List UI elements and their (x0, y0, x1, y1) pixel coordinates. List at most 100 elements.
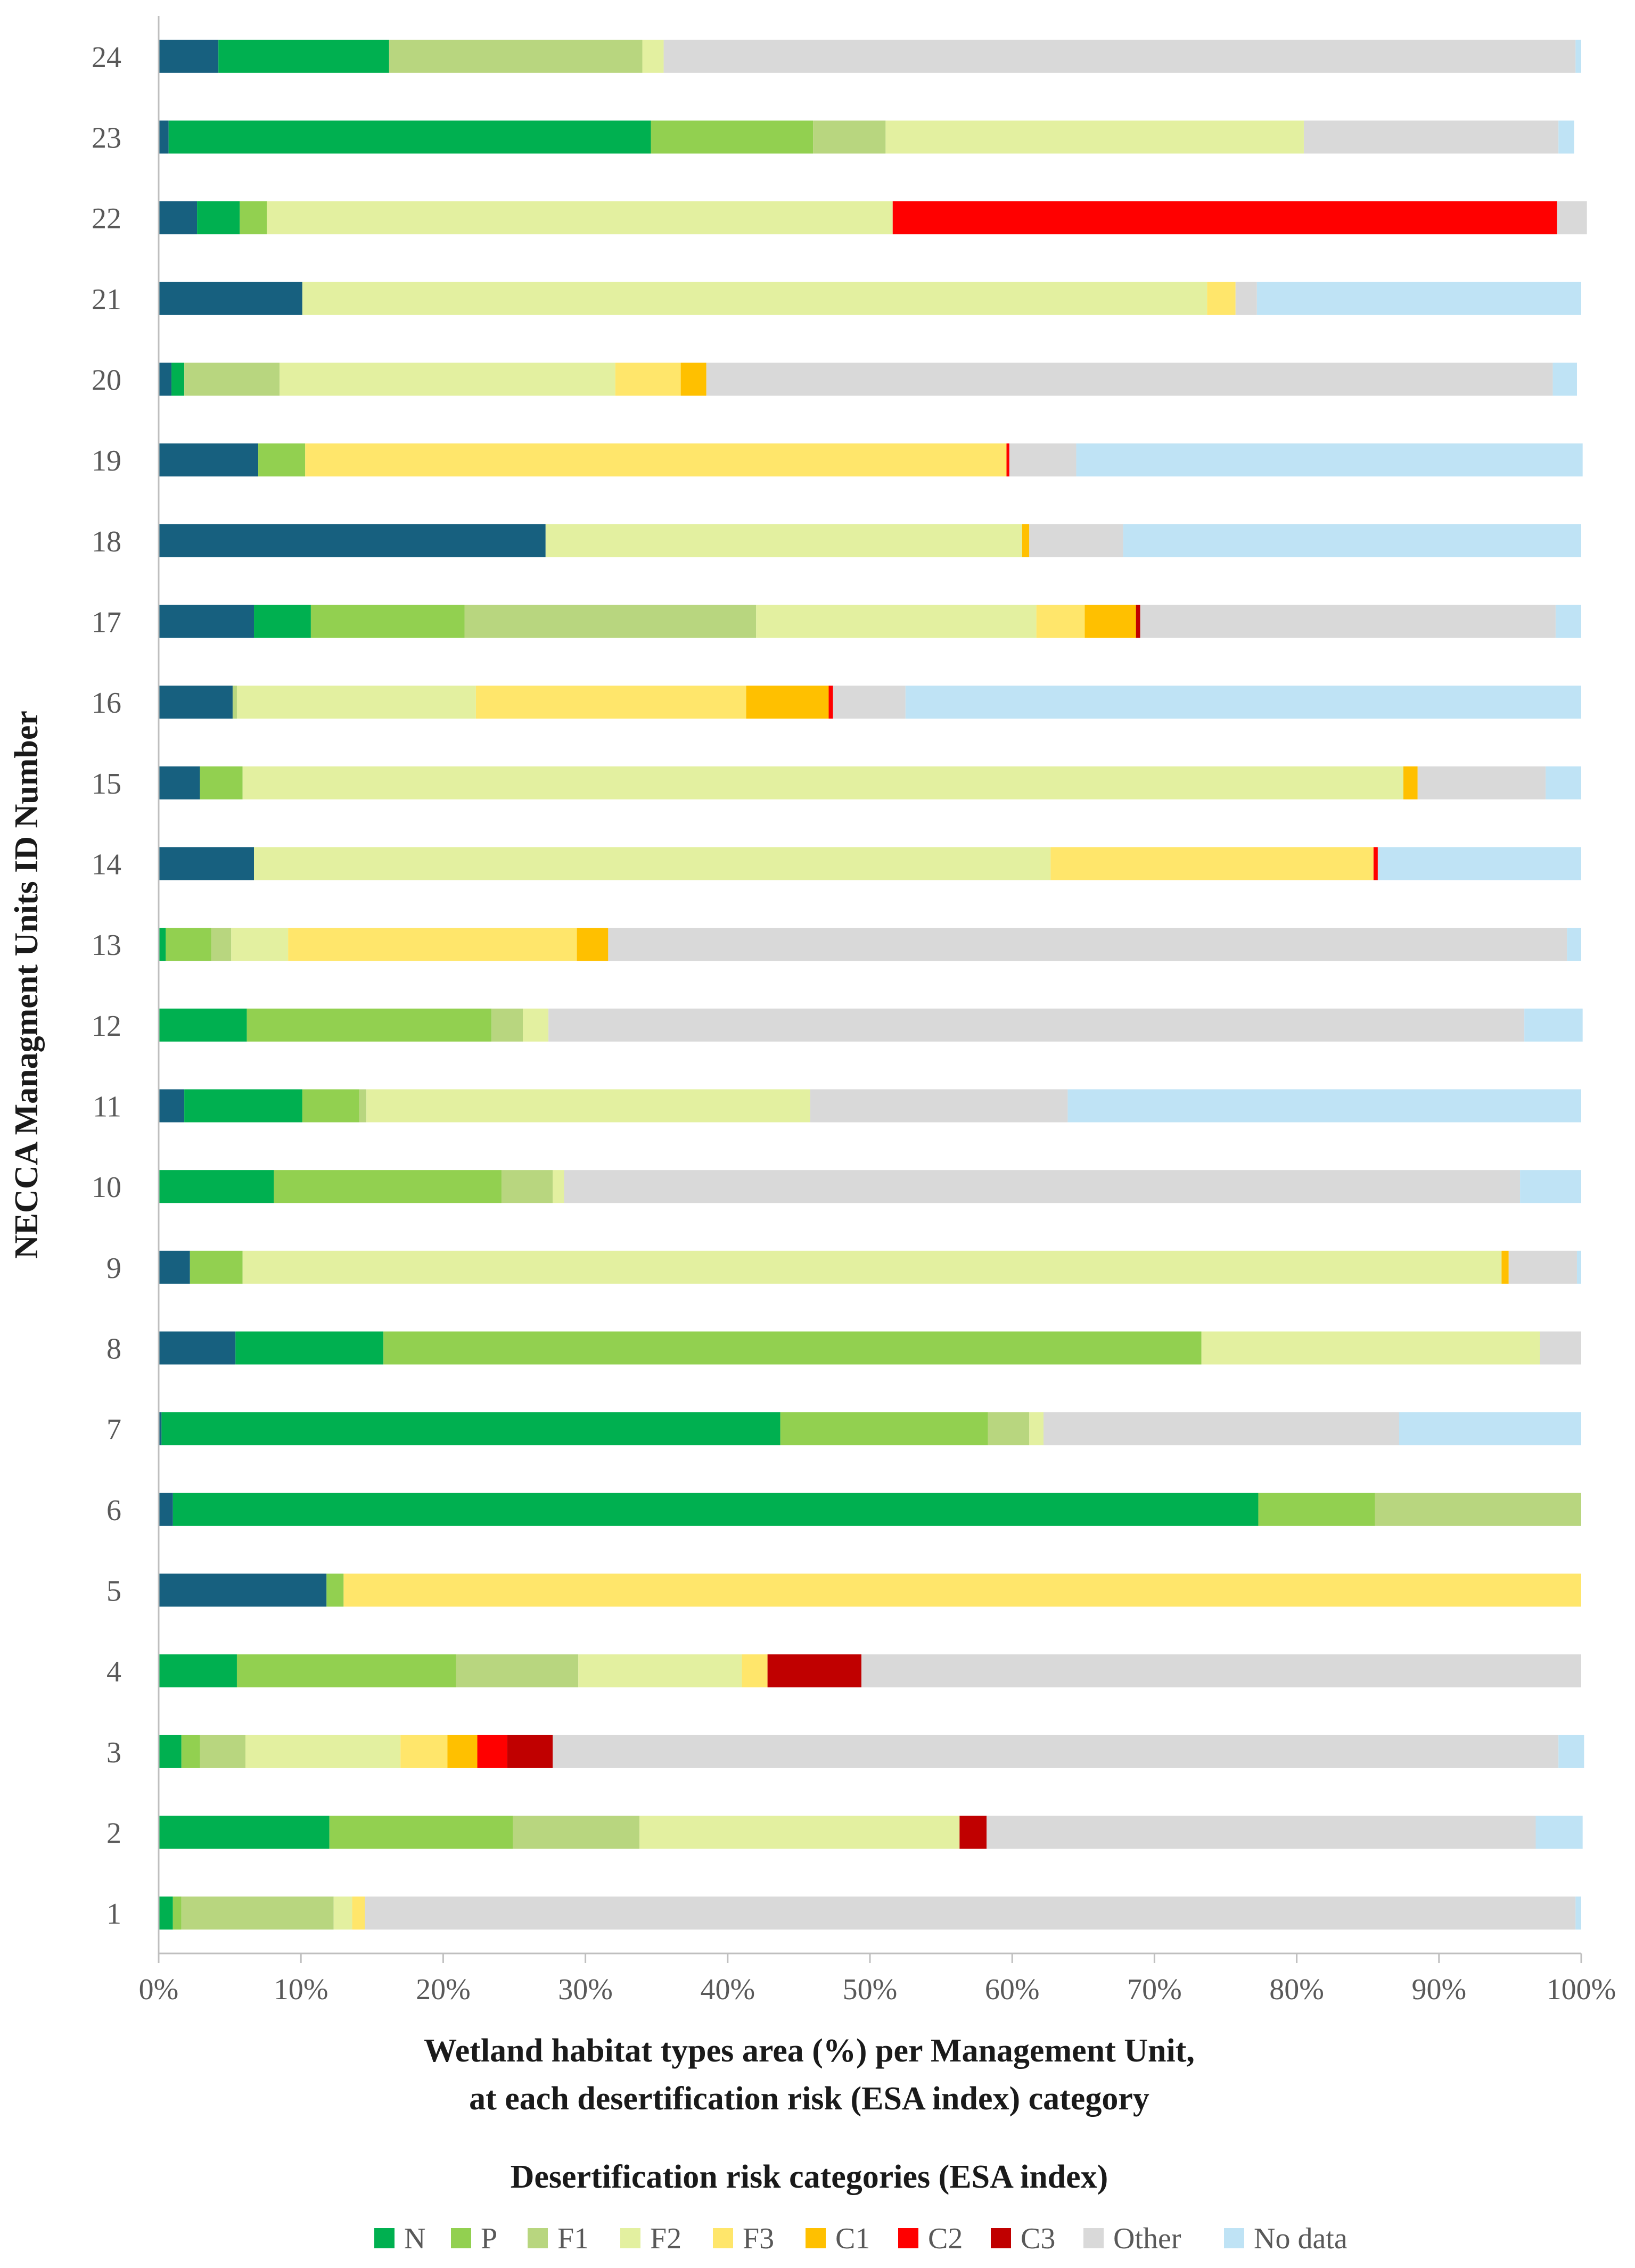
bar-segment-unit-4-f1 (456, 1654, 579, 1688)
x-tick-label: 90% (1411, 1973, 1466, 2006)
y-tick-label: 14 (92, 848, 121, 881)
legend-label-c1: C1 (835, 2222, 870, 2255)
bar-segment-unit-17-series-0 (159, 605, 254, 638)
x-tick-label: 100% (1547, 1973, 1616, 2006)
bar-segment-unit-13-c1 (577, 928, 609, 961)
bar-segment-unit-5-series-0 (159, 1573, 327, 1607)
bar-segment-unit-22-f2 (267, 201, 893, 235)
bar-segment-unit-2-p (329, 1816, 513, 1849)
x-tick-label: 80% (1269, 1973, 1324, 2006)
bar-segment-unit-11-n (184, 1089, 302, 1123)
y-tick-label: 11 (93, 1091, 121, 1124)
bar-segment-unit-12-f1 (491, 1008, 523, 1042)
bar-segment-unit-14-f2 (254, 847, 1051, 880)
y-tick-label: 10 (92, 1171, 121, 1204)
bar-segment-unit-24-series-0 (159, 39, 219, 73)
bar-segment-unit-17-no-data (1555, 605, 1581, 638)
bar-segment-unit-24-no-data (1575, 39, 1581, 73)
bar-segment-unit-17-f1 (464, 605, 757, 638)
legend-swatch-f1 (528, 2228, 548, 2248)
bar-segment-unit-23-f2 (885, 120, 1304, 154)
bar-segment-unit-7-p (780, 1412, 988, 1446)
bar-segment-unit-16-c1 (746, 686, 829, 719)
bar-segment-unit-12-n (159, 1008, 247, 1042)
bar-segment-unit-4-n (159, 1654, 237, 1688)
legend-label-no-data: No data (1254, 2222, 1348, 2255)
bar-segment-unit-21-f2 (302, 282, 1207, 315)
bar-segment-unit-22-p (240, 201, 267, 235)
bar-segment-unit-3-c1 (447, 1735, 478, 1768)
bar-segment-unit-15-p (200, 766, 243, 799)
bar-segment-unit-3-p (181, 1735, 200, 1768)
bar-segment-unit-13-p (166, 928, 211, 961)
y-tick-label: 22 (92, 202, 121, 235)
bar-segment-unit-10-p (274, 1170, 502, 1203)
bar-segment-unit-7-no-data (1399, 1412, 1581, 1446)
bar-segment-unit-20-other (706, 362, 1553, 396)
bar-segment-unit-15-other (1417, 766, 1546, 799)
bar-segment-unit-6-f1 (1375, 1492, 1581, 1526)
bar-segment-unit-12-p (247, 1008, 492, 1042)
bar-segment-unit-7-n (161, 1412, 780, 1446)
bar-segment-unit-11-no-data (1067, 1089, 1581, 1123)
legend-label-p: P (481, 2222, 497, 2255)
bar-segment-unit-11-series-0 (159, 1089, 185, 1123)
bar-segment-unit-16-f1 (232, 686, 237, 719)
bar-segment-unit-17-f2 (756, 605, 1037, 638)
bar-segment-unit-1-f1 (181, 1896, 334, 1930)
legend-label-f3: F3 (743, 2222, 774, 2255)
bar-segment-unit-20-n (171, 362, 185, 396)
bar-segment-unit-4-other (861, 1654, 1581, 1688)
bar-segment-unit-21-f3 (1207, 282, 1236, 315)
bar-segment-unit-23-other (1303, 120, 1559, 154)
bar-segment-unit-18-series-0 (159, 524, 546, 557)
bar-segment-unit-1-f3 (352, 1896, 365, 1930)
bar-segment-unit-23-p (651, 120, 814, 154)
bar-segment-unit-24-f2 (642, 39, 664, 73)
bar-segment-unit-1-f2 (333, 1896, 352, 1930)
bar-segment-unit-2-n (159, 1816, 330, 1849)
bar-segment-unit-16-f2 (236, 686, 476, 719)
bar-segment-unit-8-other (1540, 1331, 1581, 1365)
legend-label-f2: F2 (650, 2222, 681, 2255)
bar-segment-unit-19-c2 (1006, 443, 1009, 477)
legend-label-other: Other (1113, 2222, 1181, 2255)
bar-segment-unit-10-no-data (1520, 1170, 1581, 1203)
bar-segment-unit-4-f3 (742, 1654, 768, 1688)
bar-segment-unit-1-n (159, 1896, 173, 1930)
y-tick-label: 19 (92, 444, 121, 477)
y-tick-label: 8 (106, 1333, 121, 1366)
bar-segment-unit-15-f2 (242, 766, 1404, 799)
bar-segment-unit-18-c1 (1022, 524, 1030, 557)
bar-segment-unit-6-n (172, 1492, 1259, 1526)
bar-segment-unit-13-f3 (288, 928, 577, 961)
bar-segment-unit-18-f2 (545, 524, 1022, 557)
bar-segment-unit-8-n (235, 1331, 384, 1365)
x-axis-ticks: 0% 10% 20% 30% 40% 50% 60% 70% 80% 90% 100% (139, 1953, 1616, 2006)
bar-segment-unit-23-no-data (1558, 120, 1574, 154)
bar-segment-unit-16-other (833, 686, 906, 719)
bar-segment-unit-22-n (197, 201, 240, 235)
bar-segment-unit-19-no-data (1076, 443, 1583, 477)
bar-segment-unit-19-p (258, 443, 306, 477)
bar-segment-unit-21-no-data (1256, 282, 1581, 315)
x-axis-title-line-1: Wetland habitat types area (%) per Manag… (424, 2033, 1195, 2069)
bar-segment-unit-18-no-data (1123, 524, 1581, 557)
y-tick-label: 4 (106, 1655, 121, 1688)
bar-segment-unit-16-c2 (828, 686, 833, 719)
bar-segment-unit-24-other (663, 39, 1576, 73)
bar-segment-unit-8-p (383, 1331, 1202, 1365)
bar-segment-unit-4-p (236, 1654, 456, 1688)
bar-segment-unit-5-f3 (343, 1573, 1582, 1607)
y-axis-title: NECCA Managment Units ID Number (9, 711, 45, 1259)
bar-segment-unit-22-other (1557, 201, 1587, 235)
bar-segment-unit-2-other (987, 1816, 1536, 1849)
bar-segment-unit-3-c3 (507, 1735, 553, 1768)
bar-segment-unit-6-p (1258, 1492, 1375, 1526)
legend-swatch-c3 (991, 2228, 1011, 2248)
bar-segment-unit-10-f1 (501, 1170, 553, 1203)
bar-segment-unit-20-no-data (1552, 362, 1577, 396)
legend-label-c2: C2 (928, 2222, 963, 2255)
bar-segment-unit-23-n (168, 120, 651, 154)
